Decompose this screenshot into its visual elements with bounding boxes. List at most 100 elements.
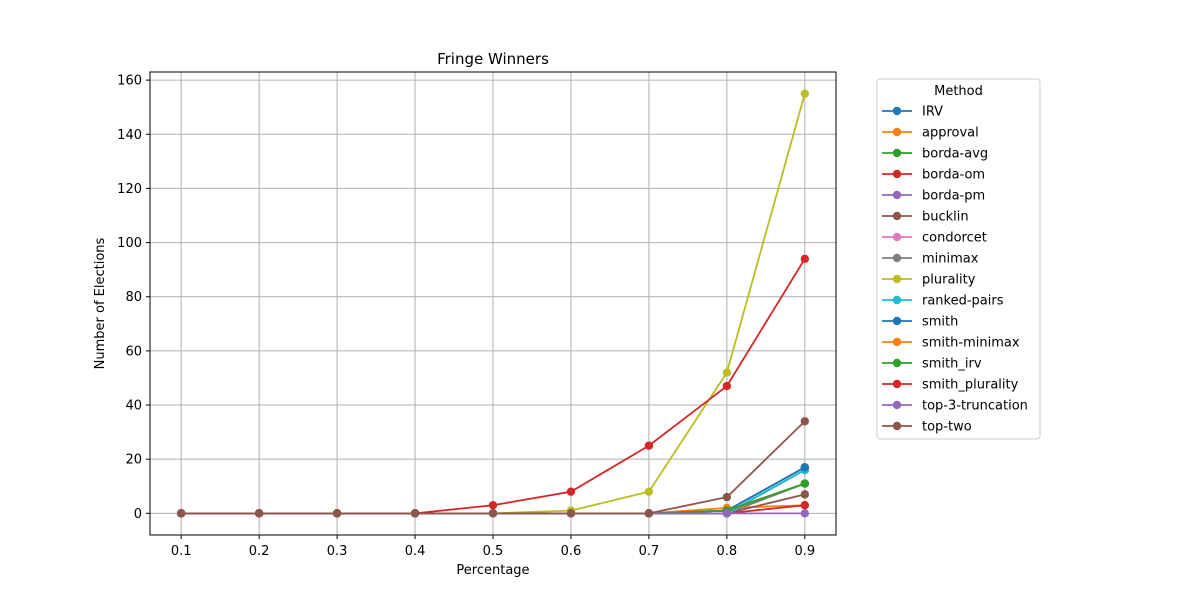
x-tick-label: 0.6 <box>561 544 582 559</box>
data-point <box>488 501 498 510</box>
legend: Method IRV approval borda-avg borda-om borda… <box>876 78 1041 440</box>
x-axis: 0.1 0.2 0.3 0.4 0.5 0.6 0.7 0.8 0.9 <box>171 535 815 559</box>
y-tick-label: 0 <box>134 507 142 522</box>
legend-marker <box>892 295 902 305</box>
y-tick-label: 80 <box>125 290 142 305</box>
x-tick-label: 0.3 <box>327 544 348 559</box>
legend-marker <box>892 400 902 410</box>
legend-item: top-3-truncation <box>882 399 1028 414</box>
chart-title: Fringe Winners <box>437 50 549 68</box>
data-point <box>800 463 810 472</box>
legend-marker <box>892 211 902 221</box>
legend-marker <box>892 190 902 200</box>
data-point <box>800 254 810 264</box>
legend-label: borda-avg <box>922 147 988 162</box>
legend-label: IRV <box>922 105 943 120</box>
y-tick-label: 60 <box>125 344 142 359</box>
legend-item: smith <box>882 315 958 330</box>
data-point <box>410 509 420 518</box>
data-point <box>800 479 810 488</box>
legend-marker <box>892 337 902 347</box>
legend-label: bucklin <box>922 210 969 225</box>
legend-marker <box>892 232 902 242</box>
legend-label: top-3-truncation <box>922 399 1028 414</box>
legend-item: approval <box>882 126 979 141</box>
legend-item: smith_plurality <box>882 378 1019 393</box>
data-point <box>644 441 654 450</box>
data-point <box>800 417 810 426</box>
y-tick-label: 20 <box>125 453 142 468</box>
legend-marker <box>892 253 902 263</box>
data-point <box>722 381 732 391</box>
y-tick-label: 160 <box>117 74 142 89</box>
x-tick-label: 0.1 <box>171 544 192 559</box>
legend-item: smith-minimax <box>882 336 1020 351</box>
legend-marker <box>892 127 902 137</box>
legend-box <box>876 78 1041 440</box>
legend-item: IRV <box>882 105 943 120</box>
data-point <box>176 509 186 518</box>
legend-marker <box>892 316 902 326</box>
y-axis: 0 20 40 60 80 100 120 140 160 <box>117 74 150 522</box>
legend-item: minimax <box>882 252 979 267</box>
data-point <box>800 89 810 98</box>
legend-label: borda-pm <box>922 189 985 204</box>
x-tick-label: 0.5 <box>483 544 504 559</box>
legend-marker <box>892 421 902 431</box>
legend-item: ranked-pairs <box>882 294 1004 309</box>
legend-label: borda-om <box>922 168 985 183</box>
legend-label: top-two <box>922 420 972 435</box>
legend-label: smith_irv <box>922 357 982 372</box>
y-tick-label: 120 <box>117 182 142 197</box>
legend-label: smith_plurality <box>922 378 1019 393</box>
data-point <box>566 509 576 518</box>
legend-label: plurality <box>922 273 976 288</box>
legend-item: borda-om <box>882 168 985 183</box>
legend-title: Method <box>934 84 983 99</box>
legend-item: bucklin <box>882 210 969 225</box>
legend-label: smith <box>922 315 958 330</box>
legend-item: borda-pm <box>882 189 985 204</box>
series-top-two <box>176 417 810 518</box>
data-point <box>566 487 576 496</box>
data-point <box>254 509 264 518</box>
legend-label: smith-minimax <box>922 336 1020 351</box>
data-point <box>722 509 732 518</box>
legend-label: ranked-pairs <box>922 294 1004 309</box>
legend-marker <box>892 148 902 158</box>
x-tick-label: 0.8 <box>717 544 738 559</box>
data-point <box>722 368 732 377</box>
legend-item: top-two <box>882 420 972 435</box>
grid <box>150 72 836 535</box>
y-tick-label: 100 <box>117 236 142 251</box>
data-point <box>332 509 342 518</box>
data-point <box>800 509 810 518</box>
legend-item: borda-avg <box>882 147 988 162</box>
legend-marker <box>892 169 902 179</box>
legend-marker <box>892 379 902 389</box>
legend-item: condorcet <box>882 231 987 246</box>
y-tick-label: 140 <box>117 128 142 143</box>
legend-item: plurality <box>882 273 976 288</box>
y-axis-label: Number of Elections <box>93 237 108 369</box>
legend-item: smith_irv <box>882 357 982 372</box>
legend-marker <box>892 358 902 368</box>
legend-marker <box>892 106 902 116</box>
x-tick-label: 0.9 <box>794 544 815 559</box>
series-group <box>176 89 810 518</box>
data-point <box>722 492 732 502</box>
data-point <box>800 501 810 510</box>
y-tick-label: 40 <box>125 399 142 414</box>
legend-label: approval <box>922 126 979 141</box>
x-tick-label: 0.7 <box>639 544 660 559</box>
x-tick-label: 0.2 <box>249 544 270 559</box>
data-point <box>644 509 654 518</box>
x-axis-label: Percentage <box>456 563 529 578</box>
x-tick-label: 0.4 <box>405 544 426 559</box>
legend-marker <box>892 274 902 284</box>
legend-label: minimax <box>922 252 979 267</box>
data-point <box>800 490 810 499</box>
data-point <box>644 487 654 496</box>
legend-label: condorcet <box>922 231 987 246</box>
